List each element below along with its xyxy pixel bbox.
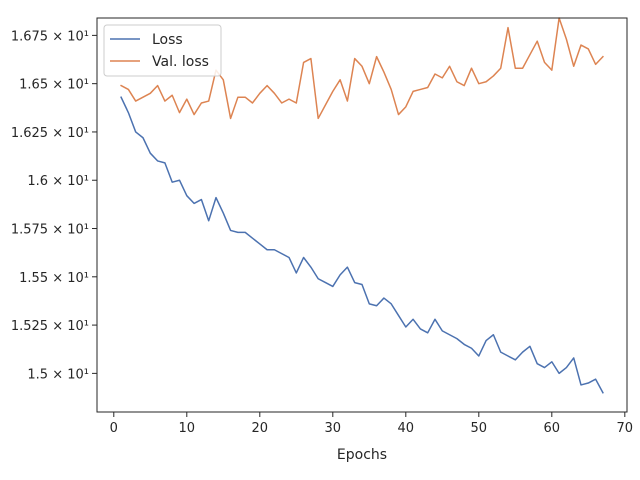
x-tick-label: 50 (471, 421, 488, 436)
x-axis-title: Epochs (337, 447, 387, 463)
x-tick-label: 40 (398, 421, 415, 436)
x-tick-label: 0 (110, 421, 118, 436)
x-tick-label: 20 (252, 421, 269, 436)
y-tick-label: 1.6 × 10¹ (27, 174, 89, 189)
x-tick-label: 70 (617, 421, 634, 436)
y-tick-label: 1.675 × 10¹ (11, 29, 89, 44)
y-tick-label: 1.625 × 10¹ (11, 126, 89, 141)
series-line-1 (120, 96, 604, 394)
legend-label-2: Val. loss (152, 54, 209, 70)
y-tick-label: 1.575 × 10¹ (11, 223, 89, 238)
series-layer (120, 17, 604, 394)
y-tick-label: 1.5 × 10¹ (27, 367, 89, 382)
y-tick-label: 1.65 × 10¹ (19, 78, 89, 93)
x-tick-label: 60 (544, 421, 561, 436)
plot-area (97, 18, 627, 412)
y-tick-label: 1.525 × 10¹ (11, 319, 89, 334)
x-tick-label: 10 (179, 421, 196, 436)
axes-frame (96, 17, 628, 413)
legend-box (103, 24, 222, 77)
legend: Loss Val. loss (103, 24, 222, 77)
x-tick-label: 30 (325, 421, 342, 436)
axes-layer: 0 10 20 30 40 50 60 70 1.5 × 10¹ 1.525 × 10¹ 1.55 … (11, 17, 634, 463)
series-line-2 (120, 17, 604, 120)
legend-label-1: Loss (152, 32, 183, 48)
y-tick-label: 1.55 × 10¹ (19, 271, 89, 286)
